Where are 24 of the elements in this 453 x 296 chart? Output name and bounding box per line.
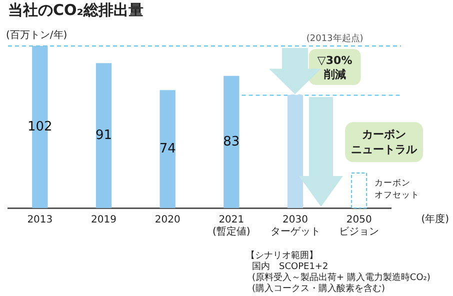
- text: 国内 SCOPE1+2: [252, 261, 328, 272]
- x-tick-label: 2013: [27, 214, 53, 226]
- data-label: 102: [28, 119, 52, 134]
- text: (購入コークス・購入酸素を含む): [252, 283, 386, 294]
- bar: [96, 63, 112, 208]
- text: 【シナリオ範囲】: [246, 250, 318, 261]
- x-tick-label: 2019: [91, 214, 116, 226]
- text: (2013年起点): [306, 33, 364, 44]
- data-label: 91: [95, 128, 112, 144]
- chart-title: 当社のCO₂総排出量: [8, 0, 144, 19]
- text: (原料受入～製品出荷+ 購入電力製造時CO₂): [252, 272, 430, 283]
- data-label: 74: [159, 142, 176, 157]
- x-tick-label: 2021 (暫定値): [212, 214, 250, 238]
- annotation: カーボンオフセット: [374, 177, 420, 200]
- x-tick-label: 2030 ターゲット: [270, 214, 320, 238]
- bar: [160, 90, 176, 208]
- x-axis-title: (年度): [421, 213, 450, 225]
- bar: [224, 76, 240, 208]
- x-tick-label: 2020: [154, 214, 180, 226]
- annotation: カーボンニュートラル: [351, 128, 418, 156]
- x-tick-label: 2050 ビジョン: [339, 214, 380, 238]
- data-label: 83: [223, 134, 240, 150]
- annotation: ▽30% 削減: [317, 54, 352, 81]
- y-axis-title: (百万トン/年): [6, 29, 68, 41]
